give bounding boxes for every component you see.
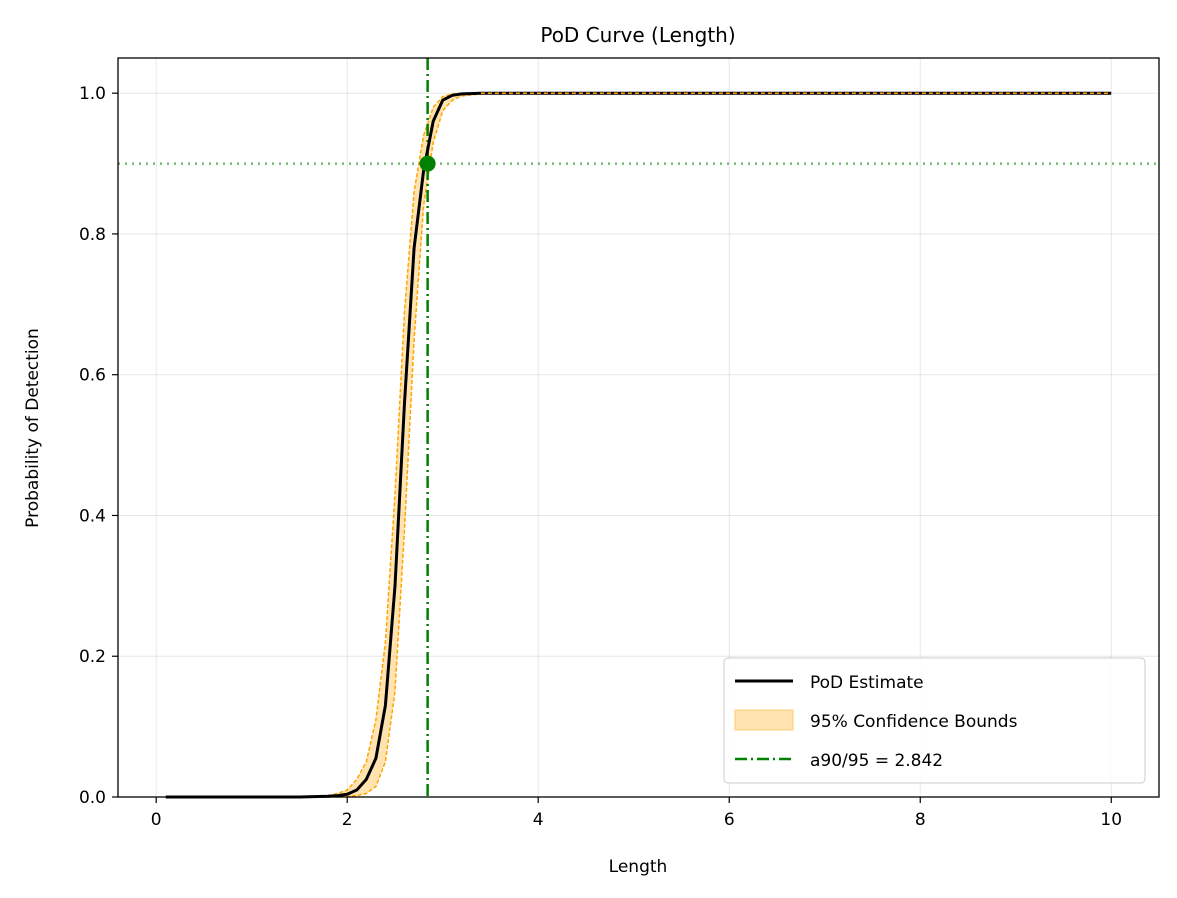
x-tick-label-4: 8 <box>915 810 926 830</box>
plot-frame <box>117 57 1160 798</box>
y-tick-label-5: 1.0 <box>79 84 106 104</box>
pod-estimate-line <box>165 91 1112 799</box>
legend-label-confidence-bounds: 95% Confidence Bounds <box>810 712 1018 732</box>
y-tick-label-2: 0.4 <box>79 506 106 526</box>
y-tick-label-0: 0.0 <box>79 788 106 808</box>
confidence-lower-bound <box>165 92 1112 798</box>
legend: PoD Estimate 95% Confidence Bounds a90/9… <box>723 657 1146 784</box>
x-tick-label-2: 4 <box>533 810 544 830</box>
x-tick-label-5: 10 <box>1100 810 1122 830</box>
y-tick-label-3: 0.6 <box>79 366 106 386</box>
y-tick-label-4: 0.8 <box>79 225 106 245</box>
legend-label-a90-95: a90/95 = 2.842 <box>810 751 943 771</box>
legend-box <box>723 657 1146 784</box>
x-tick-label-0: 0 <box>151 810 162 830</box>
chart-title: PoD Curve (Length) <box>540 23 735 47</box>
pod-curve-layer <box>165 91 1112 799</box>
y-axis-ticks: 0.0 0.2 0.4 0.6 0.8 1.0 <box>79 84 118 808</box>
x-axis-label: Length <box>609 857 668 877</box>
x-tick-label-1: 2 <box>342 810 353 830</box>
a90-95-marker <box>419 155 436 172</box>
legend-swatch-confidence-bounds <box>734 709 794 731</box>
reference-lines <box>118 58 1159 797</box>
x-tick-label-3: 6 <box>724 810 735 830</box>
x-axis-ticks: 0 2 4 6 8 10 <box>151 797 1122 830</box>
y-axis-label: Probability of Detection <box>23 328 43 528</box>
y-tick-label-1: 0.2 <box>79 647 106 667</box>
legend-label-pod-estimate: PoD Estimate <box>810 673 924 693</box>
